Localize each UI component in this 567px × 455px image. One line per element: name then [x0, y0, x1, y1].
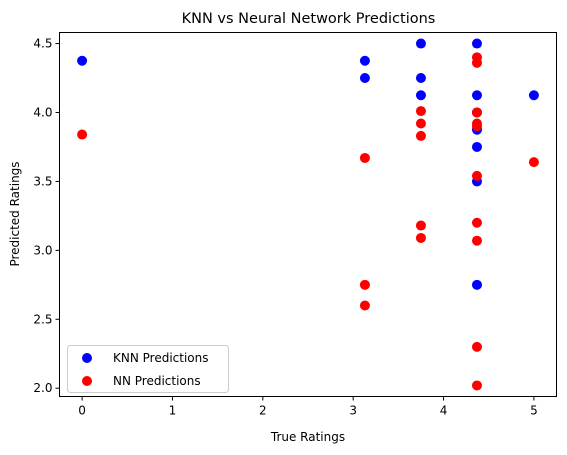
data-point-knn [415, 73, 426, 83]
y-tick-label: 2.5 [33, 312, 52, 326]
x-tick-label: 4 [440, 404, 448, 418]
data-point-nn [415, 220, 426, 231]
x-axis-label: True Ratings [270, 430, 345, 444]
data-point-knn [77, 55, 88, 66]
data-point-nn [77, 129, 88, 140]
data-point-nn [471, 217, 482, 228]
data-point-nn [471, 341, 482, 352]
y-tick-label: 4.0 [33, 105, 52, 119]
x-tick-label: 3 [349, 404, 357, 418]
data-point-nn [359, 300, 370, 311]
y-axis-label: Predicted Ratings [8, 161, 22, 266]
data-point-knn [528, 90, 539, 101]
data-point-nn [415, 232, 426, 243]
data-point-nn [471, 170, 482, 181]
data-point-knn [415, 90, 426, 101]
y-tick-label: 3.0 [33, 243, 52, 257]
x-tick-label: 0 [78, 404, 86, 418]
data-point-nn [471, 107, 482, 118]
chart-title: KNN vs Neural Network Predictions [182, 11, 436, 27]
legend-frame [67, 345, 229, 393]
data-point-nn [471, 235, 482, 246]
data-point-knn [471, 279, 482, 290]
x-tick-label: 1 [169, 404, 177, 418]
x-tick-label: 2 [259, 404, 267, 418]
data-point-knn [415, 38, 426, 49]
data-point-nn [471, 121, 482, 132]
data-point-nn [528, 157, 539, 168]
data-point-knn [471, 141, 482, 152]
legend-label-knn: KNN Predictions [113, 351, 209, 365]
legend-marker-nn [82, 376, 92, 386]
data-point-nn [415, 130, 426, 141]
y-axis: 2.0 2.5 3.0 3.5 4.0 4.5 [33, 37, 60, 395]
legend: KNN Predictions NN Predictions [67, 345, 229, 393]
data-point-knn [359, 73, 370, 83]
data-point-nn [415, 118, 426, 129]
y-tick-label: 3.5 [33, 174, 52, 188]
x-axis: 0 1 2 3 4 5 [78, 396, 538, 418]
data-point-knn [359, 55, 370, 66]
data-point-nn [471, 57, 482, 68]
data-point-nn [359, 279, 370, 290]
data-point-nn [359, 152, 370, 163]
data-point-nn [471, 380, 482, 391]
y-tick-label: 2.0 [33, 381, 52, 395]
data-point-nn [415, 106, 426, 117]
y-tick-label: 4.5 [33, 37, 52, 51]
legend-marker-knn [82, 353, 92, 363]
x-tick-label: 5 [530, 404, 538, 418]
points-layer [77, 38, 539, 391]
plot-area-frame [59, 32, 557, 397]
data-point-knn [471, 90, 482, 101]
data-point-knn [471, 38, 482, 49]
legend-label-nn: NN Predictions [113, 374, 201, 388]
